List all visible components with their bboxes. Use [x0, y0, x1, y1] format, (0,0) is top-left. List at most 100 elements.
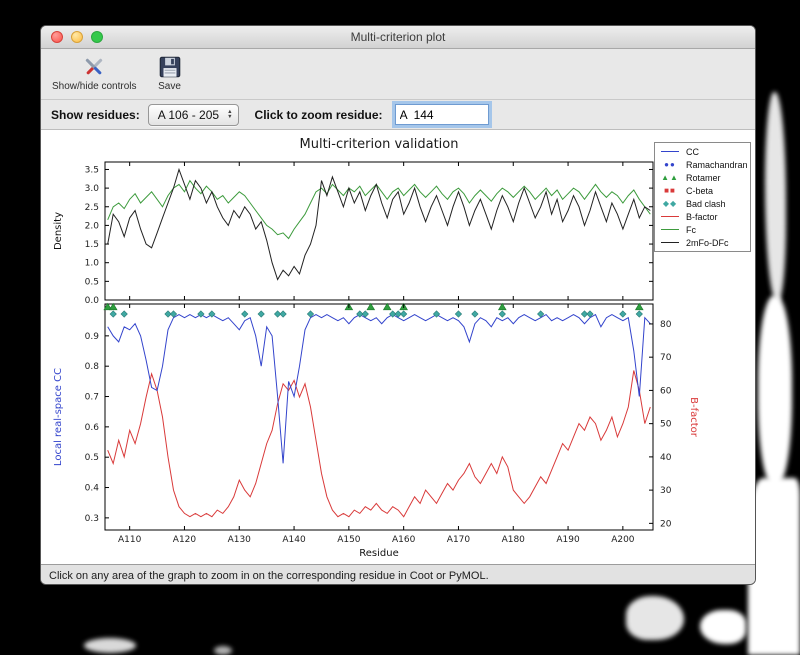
- svg-text:80: 80: [660, 320, 672, 330]
- svg-text:20: 20: [660, 519, 672, 529]
- svg-text:0.0: 0.0: [85, 296, 100, 306]
- svg-text:3.5: 3.5: [85, 165, 99, 175]
- svg-text:A160: A160: [392, 535, 416, 545]
- save-button[interactable]: Save: [154, 53, 186, 93]
- svg-text:0.3: 0.3: [85, 514, 99, 524]
- svg-text:30: 30: [660, 486, 672, 496]
- legend-label: B-factor: [686, 211, 718, 222]
- svg-text:0.4: 0.4: [85, 484, 100, 494]
- svg-text:70: 70: [660, 353, 672, 363]
- density-plot-area[interactable]: [104, 161, 654, 301]
- svg-text:50: 50: [660, 420, 672, 430]
- bfactor-axis-label: B-factor: [688, 397, 699, 438]
- legend-item-bad-clash: ◆◆ Bad clash: [658, 197, 747, 210]
- show-residues-label: Show residues:: [51, 107, 140, 122]
- tools-icon: [81, 54, 107, 80]
- screen-artifact: [700, 610, 746, 644]
- legend-label: Rotamer: [686, 172, 721, 183]
- screen-artifact: [214, 646, 232, 655]
- legend-label: C-beta: [686, 185, 714, 196]
- legend-item-cc: CC: [658, 145, 747, 158]
- rotamer-markers: [103, 302, 644, 311]
- line-marker-icon: [658, 236, 682, 249]
- screen-artifact: [626, 596, 684, 640]
- legend-item-ramachandran: ●● Ramachandran: [658, 158, 747, 171]
- legend-item-b-factor: B-factor: [658, 210, 747, 223]
- residue-xticks: A110 A120 A130 A140 A150 A160 A170 A180 A190 A200: [118, 304, 635, 545]
- svg-text:0.6: 0.6: [85, 423, 100, 433]
- svg-text:0.9: 0.9: [85, 332, 100, 342]
- 2mfo-dfc-line: [107, 167, 651, 281]
- svg-text:0.8: 0.8: [85, 362, 100, 372]
- circles-marker-icon: ●●: [664, 160, 676, 169]
- density-yticks: 0.0 0.5 1.0 1.5 2.0 2.5 3.0 3.5: [85, 162, 653, 306]
- toolbar: Show/hide controls Save: [41, 49, 755, 100]
- zoom-residue-input[interactable]: [394, 104, 489, 125]
- minimize-button[interactable]: [71, 31, 83, 43]
- legend-label: Bad clash: [686, 198, 726, 209]
- cc-plot-area[interactable]: [104, 303, 654, 531]
- show-hide-controls-button[interactable]: Show/hide controls: [49, 53, 140, 93]
- triangles-marker-icon: ▲▲: [661, 173, 679, 182]
- svg-text:A110: A110: [118, 535, 142, 545]
- svg-text:40: 40: [660, 453, 672, 463]
- svg-text:A180: A180: [502, 535, 526, 545]
- svg-text:0.7: 0.7: [85, 393, 99, 403]
- legend-label: Fc: [686, 224, 696, 235]
- legend-item-2mfo-dfc: 2mFo-DFc: [658, 236, 747, 249]
- svg-text:A150: A150: [337, 535, 361, 545]
- zoom-residue-label: Click to zoom residue:: [254, 107, 383, 122]
- cc-line: [107, 313, 651, 464]
- residue-range-select[interactable]: A 106 - 205 ▲ ▼: [147, 103, 239, 126]
- svg-text:A170: A170: [447, 535, 471, 545]
- close-button[interactable]: [51, 31, 63, 43]
- status-bar: Click on any area of the graph to zoom i…: [41, 564, 755, 584]
- legend-item-fc: Fc: [658, 223, 747, 236]
- status-text: Click on any area of the graph to zoom i…: [49, 570, 489, 582]
- screen-artifact: [758, 296, 792, 486]
- svg-text:60: 60: [660, 386, 672, 396]
- svg-text:2.5: 2.5: [85, 203, 99, 213]
- svg-text:0.5: 0.5: [85, 453, 99, 463]
- zoom-window-button[interactable]: [91, 31, 103, 43]
- line-marker-icon: [658, 223, 682, 236]
- svg-text:1.0: 1.0: [85, 259, 100, 269]
- controls-bar: Show residues: A 106 - 205 ▲ ▼ Click to z…: [41, 100, 755, 130]
- screen-artifact: [84, 638, 136, 653]
- svg-text:A130: A130: [228, 535, 252, 545]
- line-marker-icon: [658, 145, 682, 158]
- legend-item-rotamer: ▲▲ Rotamer: [658, 171, 747, 184]
- cc-axis-label: Local real-space CC: [53, 368, 64, 466]
- fc-line: [107, 179, 651, 240]
- bad-clash-markers: [109, 310, 643, 318]
- plot-region[interactable]: Multi-criterion validation 0.0 0.5 1.0 1.5 2.…: [41, 130, 755, 564]
- residue-range-value: A 106 - 205: [157, 107, 220, 122]
- squares-marker-icon: ■■: [664, 186, 676, 195]
- svg-text:0.5: 0.5: [85, 277, 99, 287]
- legend-label: CC: [686, 146, 699, 157]
- legend-label: 2mFo-DFc: [686, 237, 729, 248]
- svg-text:A140: A140: [282, 535, 306, 545]
- bfactor-yticks: 20 30 40 50 60 70 80: [649, 320, 672, 529]
- save-label: Save: [158, 81, 181, 92]
- show-hide-controls-label: Show/hide controls: [52, 81, 137, 92]
- title-bar[interactable]: Multi-criterion plot: [41, 26, 755, 49]
- traffic-lights: [51, 31, 103, 43]
- save-icon: [157, 54, 183, 80]
- svg-text:1.5: 1.5: [85, 240, 99, 250]
- density-axis-label: Density: [53, 212, 64, 250]
- combo-stepper-icon: ▲ ▼: [227, 108, 233, 120]
- svg-text:2.0: 2.0: [85, 221, 100, 231]
- window-title: Multi-criterion plot: [350, 30, 446, 44]
- diamonds-marker-icon: ◆◆: [662, 199, 678, 208]
- svg-text:A200: A200: [611, 535, 635, 545]
- svg-text:A120: A120: [173, 535, 197, 545]
- line-marker-icon: [658, 210, 682, 223]
- legend-label: Ramachandran: [686, 159, 747, 170]
- bfactor-line: [107, 370, 651, 518]
- svg-text:A190: A190: [556, 535, 580, 545]
- legend: CC ●● Ramachandran ▲▲ Rotamer ■■ C-beta ◆◆ Bad c…: [654, 142, 751, 252]
- legend-item-c-beta: ■■ C-beta: [658, 184, 747, 197]
- residue-axis-label: Residue: [359, 548, 398, 559]
- screen-artifact: [765, 92, 786, 302]
